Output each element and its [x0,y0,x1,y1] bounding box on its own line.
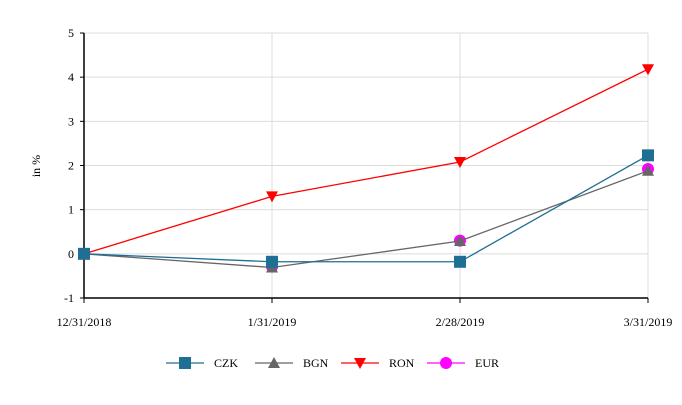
x-tick-label: 1/31/2019 [248,315,297,329]
marker-square [266,255,278,268]
marker-square [642,149,654,162]
marker-square [78,247,90,260]
marker-square [454,255,466,268]
marker-square [179,357,191,369]
x-tick-label: 12/31/2018 [57,315,112,329]
legend-item-ron: RON [341,356,415,370]
legend-label: BGN [303,356,329,370]
y-tick-label: 1 [68,203,74,217]
series-line [83,154,649,263]
legend-item-bgn: BGN [255,356,329,370]
marker-triangle-up [642,164,654,176]
y-tick-label: 0 [68,247,74,261]
marker-triangle-down [266,191,278,203]
x-tick-label: 2/28/2019 [436,315,485,329]
series-line [83,170,649,269]
legend-item-eur: EUR [427,356,499,370]
series-group [78,64,654,273]
marker-triangle-down [642,64,654,76]
y-tick-label: -1 [64,291,74,305]
series-bgn [78,164,654,273]
legend-label: CZK [214,356,238,370]
y-axis-label: in % [29,155,43,177]
marker-triangle-up [268,357,280,368]
y-tick-label: 2 [68,159,74,173]
grid [84,32,649,298]
y-tick-label: 3 [68,114,74,128]
y-tick-label: 5 [68,26,74,40]
marker-triangle-down [454,156,466,168]
marker-triangle-up [454,235,466,247]
marker-triangle-down [354,358,366,369]
y-tick-label: 4 [68,70,74,84]
legend-label: EUR [475,356,499,370]
legend-label: RON [389,356,415,370]
marker-circle [440,357,452,369]
series-czk [78,149,654,268]
legend-item-czk: CZK [166,356,238,370]
series-ron [78,64,654,260]
axes: -1 0 1 2 3 4 5 12/31/2018 1/31/2019 2/28/2019 3/31… [57,26,673,329]
legend: CZK BGN RON EUR [166,356,499,370]
x-tick-label: 3/31/2019 [624,315,673,329]
series-line [83,68,649,255]
